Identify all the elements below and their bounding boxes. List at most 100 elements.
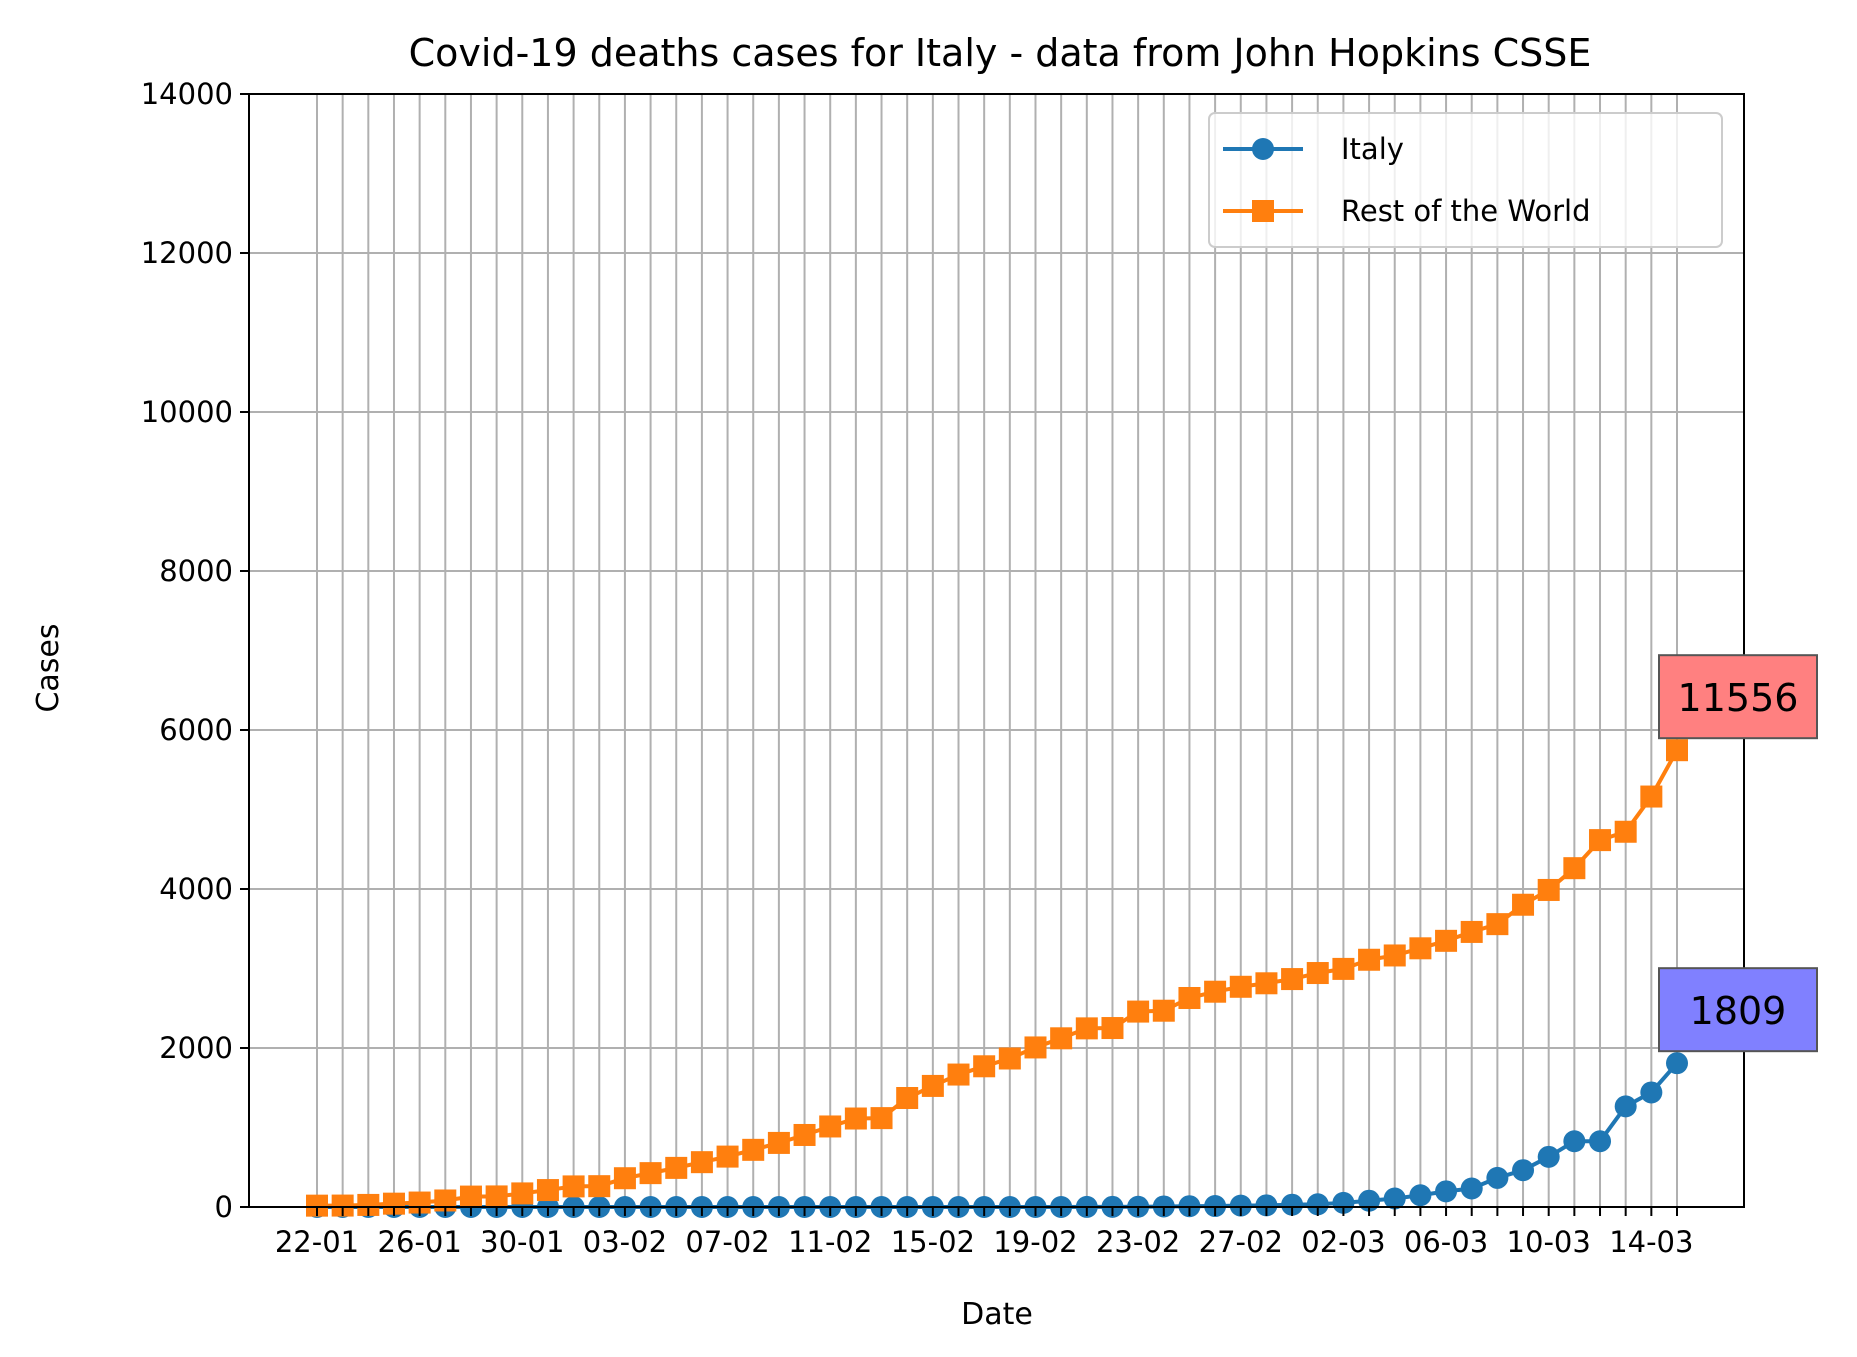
x-tick-label: 22-01 [275, 1225, 359, 1259]
x-axis-label: Date [961, 1297, 1033, 1332]
series-line [316, 749, 1679, 1208]
data-point [1563, 1130, 1586, 1153]
data-point [1332, 957, 1355, 980]
data-point [511, 1182, 534, 1205]
y-tick-label: 4000 [159, 872, 233, 906]
legend-marker [1252, 200, 1274, 222]
data-point [434, 1189, 457, 1212]
x-tick-label: 07-02 [685, 1225, 769, 1259]
x-tick-label: 30-01 [480, 1225, 564, 1259]
x-tick-label: 27-02 [1199, 1225, 1283, 1259]
data-point [1640, 1081, 1663, 1104]
data-point [1332, 1191, 1355, 1214]
data-point [1460, 920, 1483, 943]
data-point [690, 1151, 713, 1174]
data-point [1178, 986, 1201, 1009]
annotation-label: 11556 [1678, 676, 1799, 720]
data-point [1589, 829, 1612, 852]
y-tick-label: 8000 [159, 554, 233, 588]
data-point [1409, 937, 1432, 960]
data-point [408, 1191, 431, 1214]
legend-entry: Rest of the World [1223, 194, 1590, 228]
legend-entry: Italy [1223, 132, 1404, 166]
legend-label: Rest of the World [1341, 194, 1590, 228]
data-point [1614, 1095, 1637, 1118]
x-tick-label: 03-02 [583, 1225, 667, 1259]
data-point [921, 1074, 944, 1097]
data-point [1358, 948, 1381, 971]
data-point [331, 1194, 354, 1217]
legend-box [1208, 112, 1723, 248]
data-point [613, 1167, 636, 1190]
series-rest-of-the-world [306, 739, 1688, 1217]
y-tick-label: 12000 [141, 236, 233, 270]
data-point [588, 1175, 611, 1198]
data-point [1255, 1194, 1278, 1217]
data-point [1486, 913, 1509, 936]
data-point [819, 1115, 842, 1138]
annotations: 11556 1809 [1658, 654, 1818, 1053]
y-tick-label: 0 [215, 1190, 233, 1224]
data-point [1409, 1184, 1432, 1207]
x-tick-label: 11-02 [788, 1225, 872, 1259]
data-point [1460, 1177, 1483, 1200]
data-point [1435, 1180, 1458, 1203]
data-point [1306, 962, 1329, 985]
y-axis-label: Cases [31, 623, 66, 712]
data-point [973, 1055, 996, 1078]
x-tick-label: 02-03 [1301, 1225, 1385, 1259]
y-tick-label: 2000 [159, 1031, 233, 1065]
data-point [1383, 944, 1406, 967]
data-point [844, 1107, 867, 1130]
x-tick-label: 06-03 [1404, 1225, 1488, 1259]
y-tick-label: 10000 [141, 395, 233, 429]
data-point [1306, 1193, 1329, 1216]
data-point [896, 1087, 919, 1110]
data-point [1255, 972, 1278, 995]
data-point [459, 1185, 482, 1208]
data-point [1563, 857, 1586, 880]
data-point [1204, 980, 1227, 1003]
data-point [1152, 999, 1175, 1022]
x-tick-label: 23-02 [1096, 1225, 1180, 1259]
chart-title: Covid-19 deaths cases for Italy - data f… [409, 31, 1592, 75]
data-point [1640, 785, 1663, 808]
data-point [793, 1123, 816, 1146]
data-point [716, 1145, 739, 1168]
legend-label: Italy [1341, 132, 1404, 166]
data-point [562, 1175, 585, 1198]
x-tick-label: 19-02 [993, 1225, 1077, 1259]
data-point [1101, 1017, 1124, 1040]
data-point [639, 1162, 662, 1185]
legend: Italy Rest of the World [1208, 112, 1723, 248]
data-point [870, 1107, 893, 1130]
data-point [1666, 739, 1688, 762]
data-point [947, 1063, 970, 1086]
data-point [357, 1193, 380, 1216]
data-point [1050, 1027, 1073, 1050]
data-point [1383, 1187, 1406, 1210]
axes: 0 2000 4000 6000 8000 10000 12000 14000 22-01 26-… [141, 77, 1745, 1259]
data-point [1229, 1194, 1252, 1217]
data-point [767, 1131, 790, 1154]
data-point [1666, 1052, 1688, 1075]
data-point [1589, 1130, 1612, 1153]
data-point [1127, 1000, 1150, 1023]
data-point [1512, 893, 1535, 916]
data-point [306, 1194, 328, 1217]
data-point [382, 1192, 405, 1215]
grid [249, 93, 1744, 1208]
annotation-label: 1809 [1690, 989, 1787, 1033]
data-point [1435, 929, 1458, 952]
data-point [1537, 878, 1560, 901]
x-tick-label: 26-01 [378, 1225, 462, 1259]
annotation-box [1658, 967, 1818, 1053]
data-point [1486, 1166, 1509, 1189]
y-tick-label: 6000 [159, 713, 233, 747]
data-point [998, 1047, 1021, 1070]
data-point [1229, 975, 1252, 998]
data-point [485, 1185, 508, 1208]
y-tick-label: 14000 [141, 77, 233, 111]
data-point [1281, 1193, 1304, 1216]
